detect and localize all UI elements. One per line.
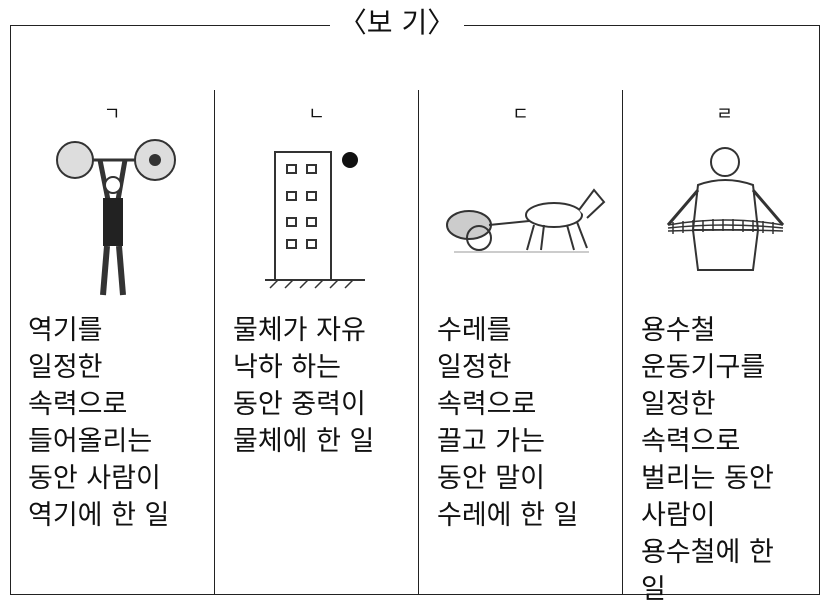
horse-cart-illustration: [446, 188, 606, 253]
box-title: 〈보 기〉: [330, 4, 464, 42]
description-line: 들어올리는: [28, 426, 153, 457]
column-label: ㄱ: [103, 104, 121, 125]
falling-object-illustration: [265, 151, 365, 289]
description-line: 역기에 한 일: [28, 500, 170, 531]
description-line: 일정한: [437, 352, 512, 383]
description-line: 동안 중력이: [233, 389, 366, 420]
spring-exerciser-illustration: [666, 147, 785, 271]
description-line: 일: [641, 574, 666, 605]
column-label: ㄷ: [512, 104, 529, 125]
description-line: 일정한: [28, 352, 103, 383]
description-line: 낙하 하는: [233, 352, 341, 383]
description-line: 사람이: [641, 500, 716, 531]
description-line: 물체에 한 일: [233, 426, 375, 457]
description-line: 수레에 한 일: [437, 500, 579, 531]
description-line: 용수철에 한: [641, 537, 774, 568]
description-line: 벌리는 동안: [641, 463, 774, 494]
description-line: 물체가 자유: [233, 315, 366, 346]
description-line: 속력으로: [28, 389, 128, 420]
column-label: ㄹ: [716, 104, 733, 125]
description-line: 역기를: [28, 315, 103, 346]
description-line: 일정한: [641, 389, 716, 420]
description-line: 용수철: [641, 315, 716, 346]
description-line: 속력으로: [641, 426, 741, 457]
description-line: 끌고 가는: [437, 426, 545, 457]
description-line: 동안 사람이: [28, 463, 161, 494]
description-line: 운동기구를: [641, 352, 766, 383]
weightlifter-illustration: [56, 139, 176, 296]
description-line: 속력으로: [437, 389, 537, 420]
column-label: ㄴ: [308, 104, 325, 125]
description-line: 동안 말이: [437, 463, 545, 494]
description-line: 수레를: [437, 315, 512, 346]
